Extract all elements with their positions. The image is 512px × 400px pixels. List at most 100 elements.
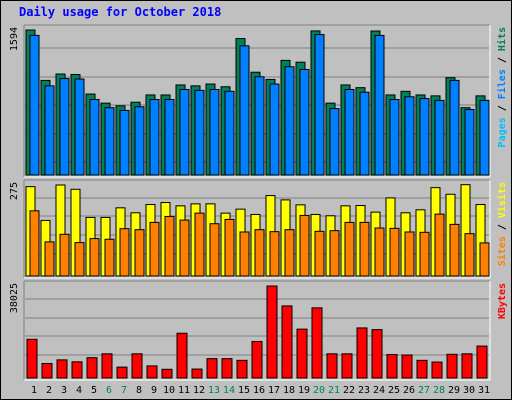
chart-title: Daily usage for October 2018 xyxy=(19,5,222,19)
visits-sites-bar-sites xyxy=(479,242,490,277)
visits-sites-bar-sites xyxy=(179,219,190,277)
kbytes-bar-kbytes xyxy=(311,307,323,379)
x-tick-label: 26 xyxy=(403,385,415,396)
pages-files-hits-bar-files xyxy=(59,78,70,176)
pages-files-hits-bar-files xyxy=(29,34,40,176)
kbytes-bar-kbytes xyxy=(416,359,428,379)
visits-sites-bar-sites xyxy=(119,228,130,277)
pages-files-hits-bar-files xyxy=(239,45,250,176)
kbytes-bar-kbytes xyxy=(296,328,308,379)
kbytes-bar-kbytes xyxy=(236,359,248,379)
visits-sites-bar-sites xyxy=(404,231,415,277)
x-tick-label: 1 xyxy=(31,385,37,396)
pages-files-hits-bar-files xyxy=(419,98,430,176)
x-tick-label: 30 xyxy=(463,385,475,396)
x-tick-label: 11 xyxy=(178,385,190,396)
visits-sites-bar-sites xyxy=(389,227,400,277)
kbytes-bar-kbytes xyxy=(101,353,113,379)
kbytes-bar-kbytes xyxy=(41,362,53,379)
x-tick-label: 2 xyxy=(46,385,52,396)
x-tick-label: 22 xyxy=(343,385,355,396)
visits-sites-bar-sites xyxy=(149,221,160,277)
legend-part: Visits xyxy=(496,182,508,218)
legend-part: KBytes xyxy=(497,283,508,319)
x-tick-label: 5 xyxy=(91,385,97,396)
kbytes-bar-kbytes xyxy=(356,327,368,379)
pages-files-hits-bar-files xyxy=(194,89,205,176)
pages-files-hits-bar-files xyxy=(269,83,280,176)
visits-sites-bar-sites xyxy=(374,227,385,277)
kbytes-legend: KBytes xyxy=(497,283,508,319)
pages-files-hits-bar-files xyxy=(404,96,415,176)
visits-sites-bar-sites xyxy=(59,233,70,277)
legend-part: Hits xyxy=(496,27,508,51)
x-tick-label: 4 xyxy=(76,385,82,396)
x-tick-label: 28 xyxy=(433,385,445,396)
kbytes-bar-kbytes xyxy=(326,353,338,379)
kbytes-bar-kbytes xyxy=(266,285,278,379)
x-tick-label: 23 xyxy=(358,385,370,396)
kbytes-bar-kbytes xyxy=(221,358,233,379)
pages-files-hits-bar-files xyxy=(464,109,475,176)
x-tick-label: 14 xyxy=(223,385,235,396)
pages-files-hits-bar-files xyxy=(74,78,85,176)
x-tick-label: 31 xyxy=(478,385,490,396)
kbytes-bar-kbytes xyxy=(71,361,83,379)
visits-sites-bar-sites xyxy=(284,229,295,277)
x-tick-label: 9 xyxy=(151,385,157,396)
x-tick-label: 13 xyxy=(208,385,220,396)
x-tick-label: 25 xyxy=(388,385,400,396)
visits-sites-bar-sites xyxy=(254,229,265,277)
pages-files-hits-bar-files xyxy=(434,99,445,176)
kbytes-bar-kbytes xyxy=(191,368,203,379)
kbytes-bar-kbytes xyxy=(251,340,263,379)
visits-sites-bar-sites xyxy=(74,242,85,277)
x-tick-label: 18 xyxy=(283,385,295,396)
legend-part: Pages xyxy=(497,117,508,147)
pages-files-hits-bar-files xyxy=(314,34,325,176)
legend-part: / xyxy=(497,218,508,236)
visits-sites-bar-sites xyxy=(314,230,325,277)
pages-files-hits-bar-files xyxy=(134,106,145,176)
kbytes-bar-kbytes xyxy=(281,305,293,379)
kbytes-bar-kbytes xyxy=(461,353,473,379)
kbytes-ymax-label: 38025 xyxy=(9,283,20,313)
pages-files-hits-bar-files xyxy=(104,107,115,176)
kbytes-bar-kbytes xyxy=(116,366,128,379)
pages-files-hits-bar-files xyxy=(479,99,490,176)
pages-files-hits-bar-files xyxy=(374,34,385,176)
pages-files-hits-bar-files xyxy=(119,109,130,176)
kbytes-bar-kbytes xyxy=(341,353,353,379)
x-tick-label: 3 xyxy=(61,385,67,396)
visits-sites-ymax-label: 275 xyxy=(9,182,20,200)
visits-sites-bar-sites xyxy=(419,231,430,277)
visits-sites-bar-sites xyxy=(299,214,310,277)
pages-files-hits-bar-files xyxy=(284,66,295,176)
visits-sites-bar-sites xyxy=(89,238,100,277)
kbytes-bar-kbytes xyxy=(146,365,158,379)
legend-part: / xyxy=(497,99,508,117)
pages-files-hits-bar-files xyxy=(179,88,190,176)
x-tick-label: 29 xyxy=(448,385,460,396)
kbytes-bar-kbytes xyxy=(131,353,143,379)
kbytes-bar-kbytes xyxy=(401,354,413,379)
x-tick-label: 8 xyxy=(136,385,142,396)
pages-files-hits-bar-files xyxy=(89,98,100,176)
kbytes-bar-kbytes xyxy=(386,354,398,379)
pages-files-hits-bar-files xyxy=(329,108,340,176)
x-tick-label: 27 xyxy=(418,385,430,396)
visits-sites-bar-sites xyxy=(464,233,475,277)
visits-sites-bar-sites xyxy=(209,223,220,277)
legend-part: / xyxy=(497,51,508,69)
kbytes-bar-kbytes xyxy=(26,338,38,379)
visits-sites-bar-sites xyxy=(134,229,145,277)
x-tick-label: 10 xyxy=(163,385,175,396)
pages-files-hits-bar-files xyxy=(209,88,220,176)
x-tick-label: 16 xyxy=(253,385,265,396)
x-tick-label: 15 xyxy=(238,385,250,396)
kbytes-bar-kbytes xyxy=(86,357,98,379)
x-tick-label: 12 xyxy=(193,385,205,396)
pages-files-hits-bar-files xyxy=(44,85,55,176)
pages-files-hits-bar-files xyxy=(389,98,400,176)
